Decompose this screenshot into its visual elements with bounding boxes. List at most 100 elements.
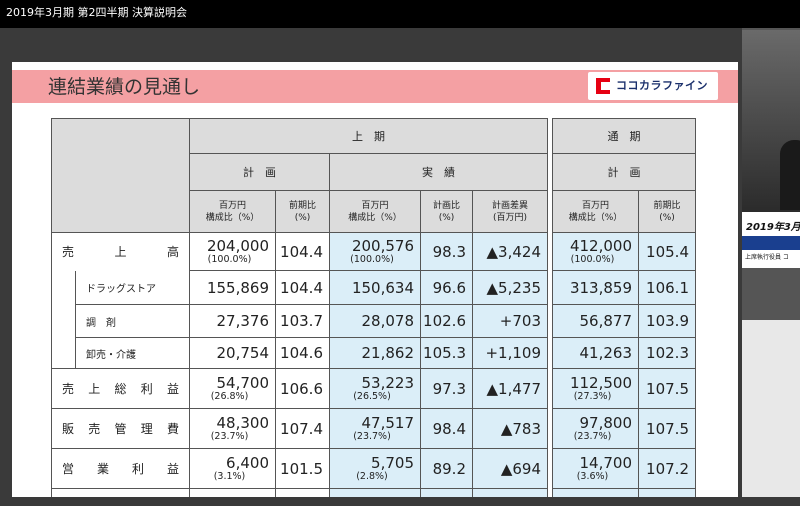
- header-cell: 実 績: [329, 153, 548, 191]
- header-cell: 計 画: [189, 153, 330, 191]
- data-row: 売上総利益 54,700 (26.8%) 106.6 53,223 (26.5%) 97.3…: [51, 368, 696, 409]
- side-lower: [742, 320, 800, 497]
- value-cell: 6,400 (3.1%): [189, 448, 276, 489]
- value-cell: 204,000 (100.0%): [189, 232, 276, 271]
- value-cell: 98.3: [420, 232, 473, 271]
- value-cell: 27,376: [189, 304, 276, 338]
- value-cell: 104.4: [275, 270, 330, 305]
- value-cell: 200,576 (100.0%): [329, 232, 421, 271]
- data-row: [51, 488, 696, 497]
- speaker: [780, 140, 800, 210]
- unit-line: 前期比: [288, 200, 316, 211]
- value: 104.4: [280, 278, 323, 297]
- share: (26.5%): [353, 391, 391, 402]
- value-cell: 105.4: [638, 232, 696, 271]
- unit-line: (%): [438, 212, 455, 223]
- value: 27,376: [216, 312, 270, 330]
- slide: 連結業績の見通し ココカラファイン 上 期通 期計 画実 績計 画百万円 構成比（…: [12, 62, 738, 497]
- value: 96.6: [432, 278, 466, 297]
- value: 14,700: [579, 454, 633, 472]
- value-cell: 20,754: [189, 337, 276, 369]
- value: 104.4: [280, 242, 323, 261]
- value-cell: 53,223 (26.5%): [329, 368, 421, 409]
- row-label: 売上高: [51, 232, 190, 271]
- unit-cell: 計画比 (%): [420, 190, 473, 233]
- value-cell: 96.6: [420, 270, 473, 305]
- speaker-video: [742, 30, 800, 212]
- value: 105.4: [646, 242, 689, 261]
- value-cell: 313,859: [552, 270, 639, 305]
- caption-band: [742, 236, 800, 250]
- value-cell: ▲694: [472, 448, 548, 489]
- value: ▲5,235: [486, 278, 541, 297]
- value-cell: 102.6: [420, 304, 473, 338]
- header-cell: 上 期: [189, 118, 548, 154]
- unit-line: 計画差異: [491, 200, 528, 211]
- value: 21,862: [361, 344, 415, 362]
- data-row: 営業利益 6,400 (3.1%) 101.5 5,705 (2.8%) 89.2 ▲694 1…: [51, 448, 696, 489]
- unit-cell: 前期比 (%): [638, 190, 696, 233]
- unit-line: 構成比（%）: [348, 212, 402, 223]
- unit-line: (%): [294, 212, 311, 223]
- value-cell: [552, 488, 639, 497]
- value: 204,000: [206, 237, 269, 255]
- value: ▲3,424: [486, 242, 541, 261]
- value-cell: 89.2: [420, 448, 473, 489]
- share: (2.8%): [356, 471, 388, 482]
- value: 107.2: [646, 459, 689, 478]
- share: (100.0%): [570, 254, 615, 265]
- value-cell: 103.9: [638, 304, 696, 338]
- unit-line: 構成比（%）: [205, 212, 260, 223]
- value-cell: 21,862: [329, 337, 421, 369]
- value: 107.5: [646, 419, 689, 438]
- share: (3.6%): [576, 471, 609, 482]
- logo-text: ココカラファイン: [616, 79, 708, 92]
- unit-line: 百万円: [361, 200, 389, 211]
- share: (100.0%): [350, 254, 394, 265]
- unit-line: 前期比: [653, 200, 681, 211]
- data-row: 卸売・介護 20,754 104.6 21,862 105.3 +1,109 41,263 1…: [52, 337, 696, 369]
- value-cell: ▲1,477: [472, 368, 548, 409]
- logo-icon: [596, 78, 610, 94]
- value: 112,500: [569, 374, 632, 392]
- value: 97,800: [579, 414, 633, 432]
- slide-title: 連結業績の見通し: [48, 76, 201, 98]
- value: 6,400: [226, 454, 269, 472]
- value-cell: 106.6: [275, 368, 330, 409]
- value-cell: 102.3: [638, 337, 696, 369]
- value: ▲783: [500, 419, 541, 438]
- value-cell: ▲3,424: [472, 232, 548, 271]
- value: 103.7: [280, 312, 323, 330]
- value-cell: [189, 488, 276, 497]
- value: 101.5: [280, 459, 323, 478]
- value: 98.4: [432, 419, 466, 438]
- data-row: 販売管理費 48,300 (23.7%) 107.4 47,517 (23.7%) 98.4…: [51, 408, 696, 449]
- header-cell: 通 期: [552, 118, 696, 154]
- logo: ココカラファイン: [588, 72, 718, 100]
- window-title: 2019年3月期 第2四半期 決算説明会: [6, 6, 187, 19]
- caption-text: 2019年3月: [746, 222, 800, 233]
- value-cell: 107.5: [638, 368, 696, 409]
- share: (23.7%): [573, 431, 612, 442]
- value: ▲1,477: [486, 379, 541, 398]
- value-cell: [638, 488, 696, 497]
- unit-line: 百万円: [218, 200, 246, 211]
- value: 200,576: [351, 237, 414, 255]
- value-cell: 54,700 (26.8%): [189, 368, 276, 409]
- unit-line: 計画比: [432, 200, 460, 211]
- value-cell: 112,500 (27.3%): [552, 368, 639, 409]
- row-label: ドラッグストア: [75, 270, 190, 305]
- value-cell: 56,877: [552, 304, 639, 338]
- value-cell: [420, 488, 473, 497]
- header-cell: 計 画: [552, 153, 696, 191]
- share: (27.3%): [573, 391, 612, 402]
- value: 98.3: [432, 242, 466, 261]
- unit-cell: 百万円 構成比（%）: [189, 190, 276, 233]
- value-cell: 107.5: [638, 408, 696, 449]
- value-cell: 28,078: [329, 304, 421, 338]
- value: 47,517: [361, 414, 415, 432]
- share: (26.8%): [210, 391, 249, 402]
- row-label: 売上総利益: [51, 368, 190, 409]
- caption: 2019年3月 上席執行役員 コ: [742, 212, 800, 268]
